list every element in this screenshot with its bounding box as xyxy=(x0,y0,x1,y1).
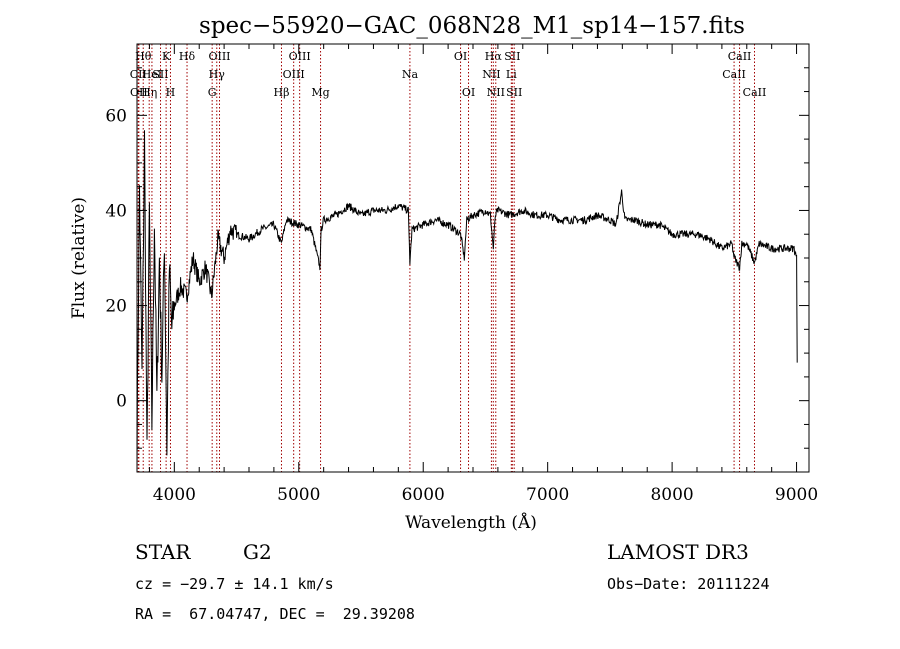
x-axis-label: Wavelength (Å) xyxy=(405,512,537,533)
plot-frame xyxy=(136,43,810,473)
axes: 4000 5000 6000 7000 8000 9000 0 20 40 60 xyxy=(105,43,818,505)
line-label-22: Li xyxy=(506,68,517,81)
line-label-0: CII xyxy=(130,68,147,81)
line-label-10: Hγ xyxy=(209,68,226,81)
line-label-13: OIII xyxy=(283,68,305,81)
x-tick-label: 5000 xyxy=(277,485,320,505)
line-label-2: Hθ xyxy=(135,50,152,63)
flux-series xyxy=(136,130,798,470)
line-label-16: Na xyxy=(402,68,419,81)
spectral-lines: CIIOIIHθHηHeISIIKHHδGHγOIIIHβOIIIOIIIMgN… xyxy=(130,44,767,472)
flux-line xyxy=(136,130,798,470)
x-tick-label: 6000 xyxy=(402,485,445,505)
x-tick-label: 9000 xyxy=(775,485,818,505)
line-label-4: HeI xyxy=(142,68,162,81)
line-label-5: SII xyxy=(152,68,168,81)
coordinates: RA = 67.04747, DEC = 29.39208 xyxy=(135,605,415,623)
redshift-cz: cz = −29.7 ± 14.1 km/s xyxy=(135,575,334,593)
object-subclass: G2 xyxy=(243,540,272,564)
x-tick-label: 4000 xyxy=(153,485,196,505)
line-label-24: SII xyxy=(506,86,522,99)
line-label-27: CaII xyxy=(743,86,767,99)
line-label-25: CaII xyxy=(722,68,746,81)
y-tick-label: 20 xyxy=(105,297,127,317)
y-axis-label: Flux (relative) xyxy=(69,197,89,319)
line-label-12: Hβ xyxy=(274,86,290,99)
line-label-17: OI xyxy=(454,50,467,63)
line-label-14: OIII xyxy=(289,50,311,63)
y-tick-label: 40 xyxy=(105,201,127,221)
line-label-21: NII xyxy=(487,86,505,99)
line-label-1: OII xyxy=(130,86,148,99)
line-label-6: K xyxy=(162,50,171,63)
line-label-7: H xyxy=(166,86,176,99)
chart-title: spec−55920−GAC_068N28_M1_sp14−157.fits xyxy=(199,13,745,39)
line-label-18: OI xyxy=(462,86,475,99)
line-label-19: NII xyxy=(482,68,500,81)
line-label-3: Hη xyxy=(141,86,157,99)
line-label-15: Mg xyxy=(311,86,329,99)
line-label-8: Hδ xyxy=(179,50,196,63)
x-tick-label: 7000 xyxy=(526,485,569,505)
line-label-9: G xyxy=(208,86,217,99)
object-class: STAR xyxy=(135,540,191,564)
survey-name: LAMOST DR3 xyxy=(607,540,749,564)
y-tick-label: 0 xyxy=(116,392,127,412)
obs-date: Obs−Date: 20111224 xyxy=(607,575,770,593)
line-label-11: OIII xyxy=(208,50,230,63)
y-tick-label: 60 xyxy=(105,106,127,126)
line-label-23: SII xyxy=(504,50,520,63)
line-label-20: Hα xyxy=(485,50,503,63)
x-tick-label: 8000 xyxy=(650,485,693,505)
line-label-26: CaII xyxy=(728,50,752,63)
